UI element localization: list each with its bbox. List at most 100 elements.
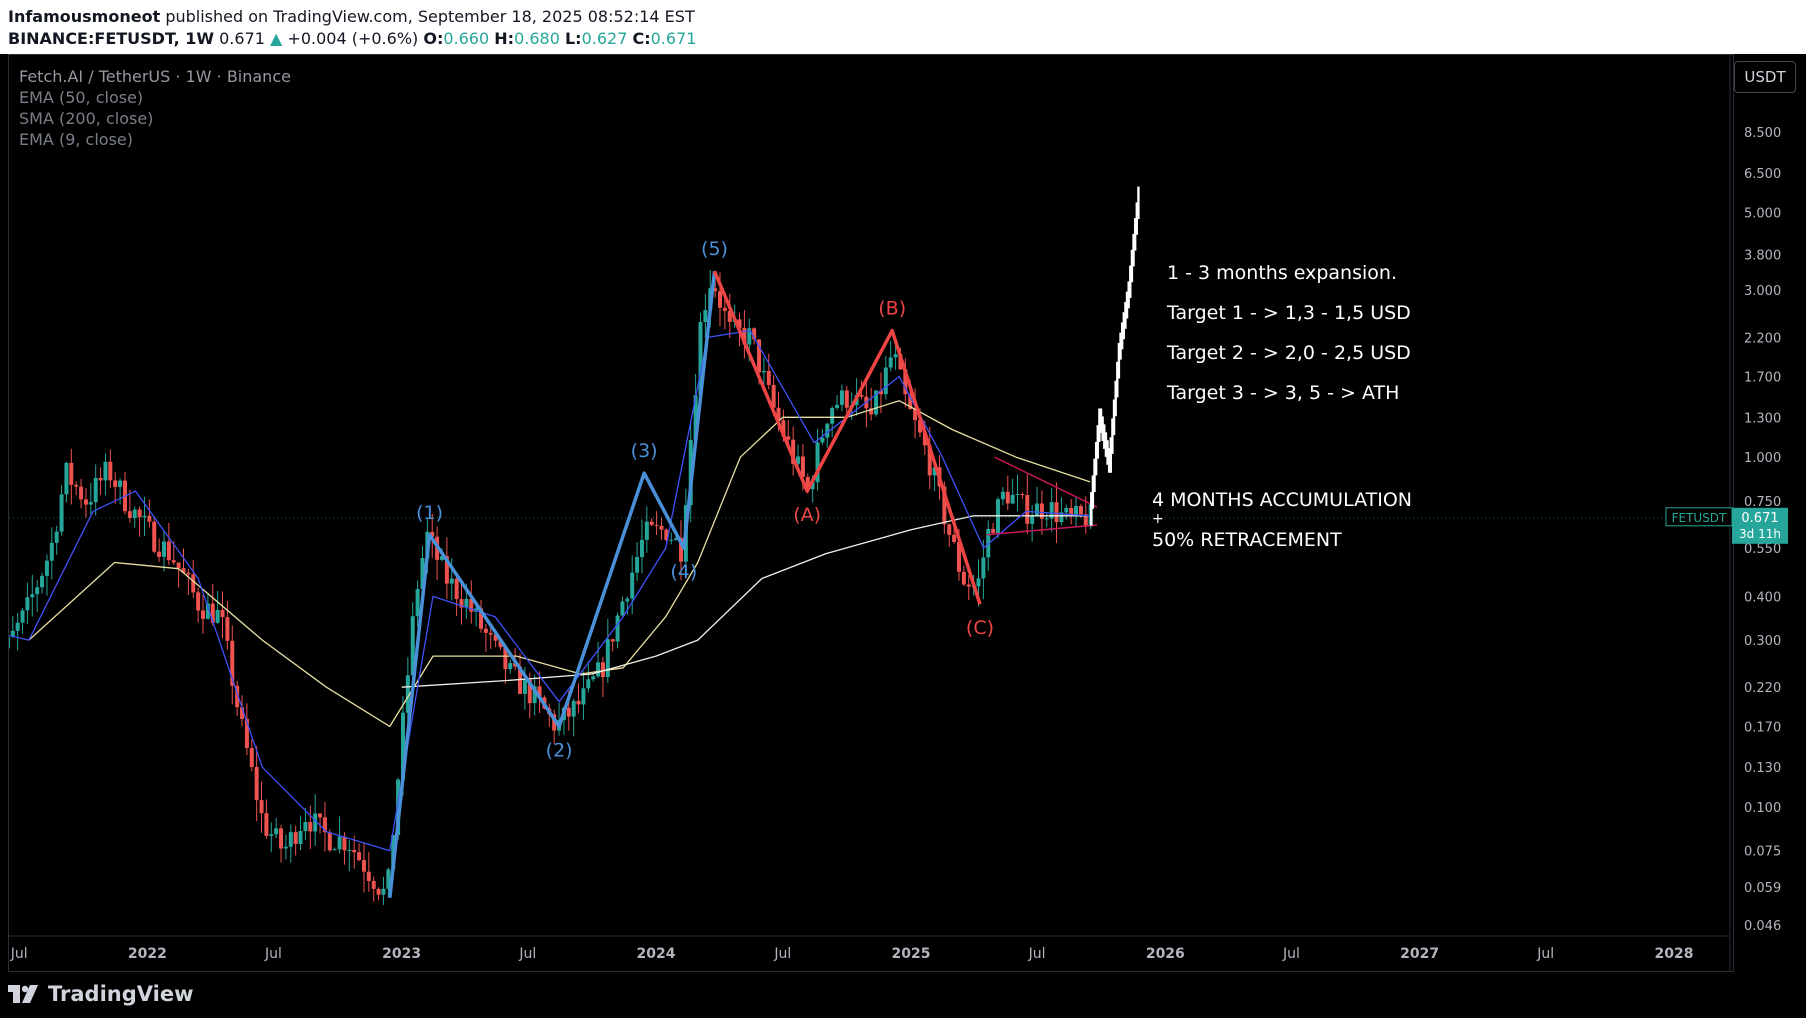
author-name[interactable]: Infamousmoneot xyxy=(8,7,161,26)
projection-bar xyxy=(1104,432,1108,457)
candle-body xyxy=(917,420,922,433)
ema50-line xyxy=(28,400,1091,728)
candle-body xyxy=(727,310,732,322)
candle-body xyxy=(518,666,523,694)
projection-bar xyxy=(1129,265,1132,299)
tradingview-icon xyxy=(8,985,38,1003)
projection-bar xyxy=(1135,202,1138,235)
candle-body xyxy=(649,521,654,525)
impulse-wave-label: (5) xyxy=(701,238,728,260)
legend-sma200[interactable]: SMA (200, close) xyxy=(19,109,154,128)
candle-body xyxy=(605,639,610,678)
candle-body xyxy=(54,531,59,543)
y-tick-label: 0.550 xyxy=(1744,542,1781,557)
publisher-line: Infamousmoneot published on TradingView.… xyxy=(8,7,695,26)
candle-body xyxy=(240,707,245,719)
price-tag-box xyxy=(1732,507,1788,544)
legend-ema50[interactable]: EMA (50, close) xyxy=(19,88,144,107)
candle-body xyxy=(883,367,888,395)
y-tick-label: 1.000 xyxy=(1744,451,1781,466)
candle-body xyxy=(966,584,971,587)
candle-body xyxy=(600,662,605,678)
candle-body xyxy=(1074,506,1079,515)
corrective-wave-line xyxy=(712,270,982,605)
projection-bar xyxy=(1127,281,1130,309)
legend-ema9[interactable]: EMA (9, close) xyxy=(19,130,133,149)
candle-body xyxy=(249,748,254,767)
y-tick-label: 1.300 xyxy=(1744,411,1781,426)
candle-body xyxy=(893,354,898,358)
symbol-ohlc-line: BINANCE:FETUSDT, 1W 0.671 ▲ +0.004 (+0.6… xyxy=(8,29,696,48)
candle-body xyxy=(9,636,10,649)
projection-bar xyxy=(1114,380,1117,417)
candle-body xyxy=(630,572,635,599)
candle-body xyxy=(878,390,883,395)
candle-body xyxy=(308,822,313,832)
annotation-expansion: 1 - 3 months expansion. xyxy=(1167,262,1397,284)
y-tick-label: 3.000 xyxy=(1744,284,1781,299)
candle-body xyxy=(927,445,932,476)
candle-body xyxy=(1044,518,1049,520)
triangle-trendline xyxy=(994,456,1098,508)
candle-body xyxy=(166,541,171,561)
y-tick-label: 6.500 xyxy=(1744,167,1781,182)
candle-body xyxy=(352,849,357,853)
candle-body xyxy=(815,442,820,483)
impulse-wave-label: (1) xyxy=(416,502,443,524)
candle-body xyxy=(415,588,420,617)
high-label: H: xyxy=(494,29,515,48)
projection-bar xyxy=(1109,437,1112,473)
candle-body xyxy=(722,307,727,311)
candle-body xyxy=(717,291,722,308)
candle-body xyxy=(654,524,659,526)
candle-body xyxy=(991,528,996,534)
plot-area xyxy=(1,186,1140,905)
candle-body xyxy=(1,648,5,651)
candle-body xyxy=(274,828,279,835)
annotation-plus: + xyxy=(1152,511,1164,527)
tradingview-logo[interactable]: TradingView xyxy=(8,982,193,1006)
candle-body xyxy=(420,558,425,589)
candle-body xyxy=(264,813,269,836)
candle-body xyxy=(459,598,464,608)
y-tick-label: 2.200 xyxy=(1744,331,1781,346)
candle-body xyxy=(596,662,601,677)
candle-body xyxy=(678,538,683,562)
candle-body xyxy=(400,712,405,780)
currency-button[interactable]: USDT xyxy=(1734,61,1796,93)
price-chart[interactable]: 8.500 6.500 5.000 3.800 3.000 2.200 1.700 1.300… xyxy=(0,0,1806,972)
corrective-wave-label: (A) xyxy=(793,504,821,526)
annotation-retracement: 50% RETRACEMENT xyxy=(1152,529,1342,551)
projection-bar xyxy=(1096,425,1099,459)
candle-body xyxy=(376,888,381,895)
candle-body xyxy=(976,578,981,587)
projection-bar xyxy=(1124,301,1127,329)
candle-body xyxy=(1059,512,1064,523)
candle-body xyxy=(532,686,537,704)
candle-body xyxy=(615,615,620,642)
x-tick-label: 2025 xyxy=(892,946,931,962)
candle-body xyxy=(196,592,201,611)
candle-body xyxy=(639,539,644,558)
candle-body xyxy=(659,525,664,530)
candle-body xyxy=(522,679,527,694)
y-tick-label: 5.000 xyxy=(1744,207,1781,222)
candle-body xyxy=(93,477,98,503)
close-label: C: xyxy=(632,29,651,48)
candle-body xyxy=(327,832,332,851)
candle-body xyxy=(874,390,879,415)
symbol-tag-text: FETUSDT xyxy=(1672,511,1727,525)
candle-body xyxy=(235,685,240,708)
projection-bar xyxy=(1090,492,1093,526)
candle-body xyxy=(49,542,54,561)
projection-bar xyxy=(1117,342,1121,379)
candle-body xyxy=(269,834,274,836)
candle-body xyxy=(766,370,771,385)
legend-title[interactable]: Fetch.AI / TetherUS · 1W · Binance xyxy=(19,67,291,86)
candle-body xyxy=(747,328,752,345)
candle-body xyxy=(805,477,810,490)
candle-body xyxy=(10,630,15,637)
candle-body xyxy=(820,437,825,443)
candle-body xyxy=(132,509,137,519)
candle-body xyxy=(118,480,123,487)
